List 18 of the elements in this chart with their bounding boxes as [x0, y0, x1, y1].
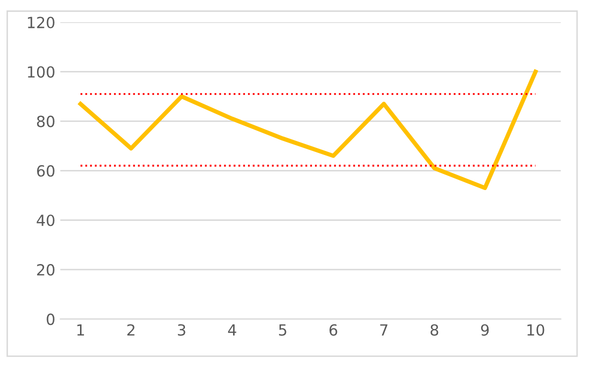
y-tick-label: 40: [36, 214, 54, 226]
y-tick-label: 20: [37, 264, 54, 276]
x-tick-label: 5: [279, 324, 286, 336]
x-tick-label: 7: [380, 324, 388, 336]
x-tick-label: 8: [430, 324, 438, 336]
x-tick-label: 1: [77, 324, 84, 336]
x-tick-label: 9: [481, 324, 489, 336]
x-tick-label: 2: [127, 324, 134, 336]
y-tick-label: 80: [37, 116, 54, 128]
y-tick-label: 0: [46, 314, 54, 326]
x-tick-label: 3: [178, 324, 186, 336]
x-tick-label: 10: [527, 324, 544, 336]
line-series: [78, 70, 538, 190]
y-tick-label: 60: [37, 165, 54, 177]
x-tick-label: 6: [330, 324, 338, 336]
y-tick-label: 100: [28, 66, 54, 78]
y-tick-label: 120: [28, 16, 54, 28]
x-tick-label: 4: [228, 324, 236, 336]
